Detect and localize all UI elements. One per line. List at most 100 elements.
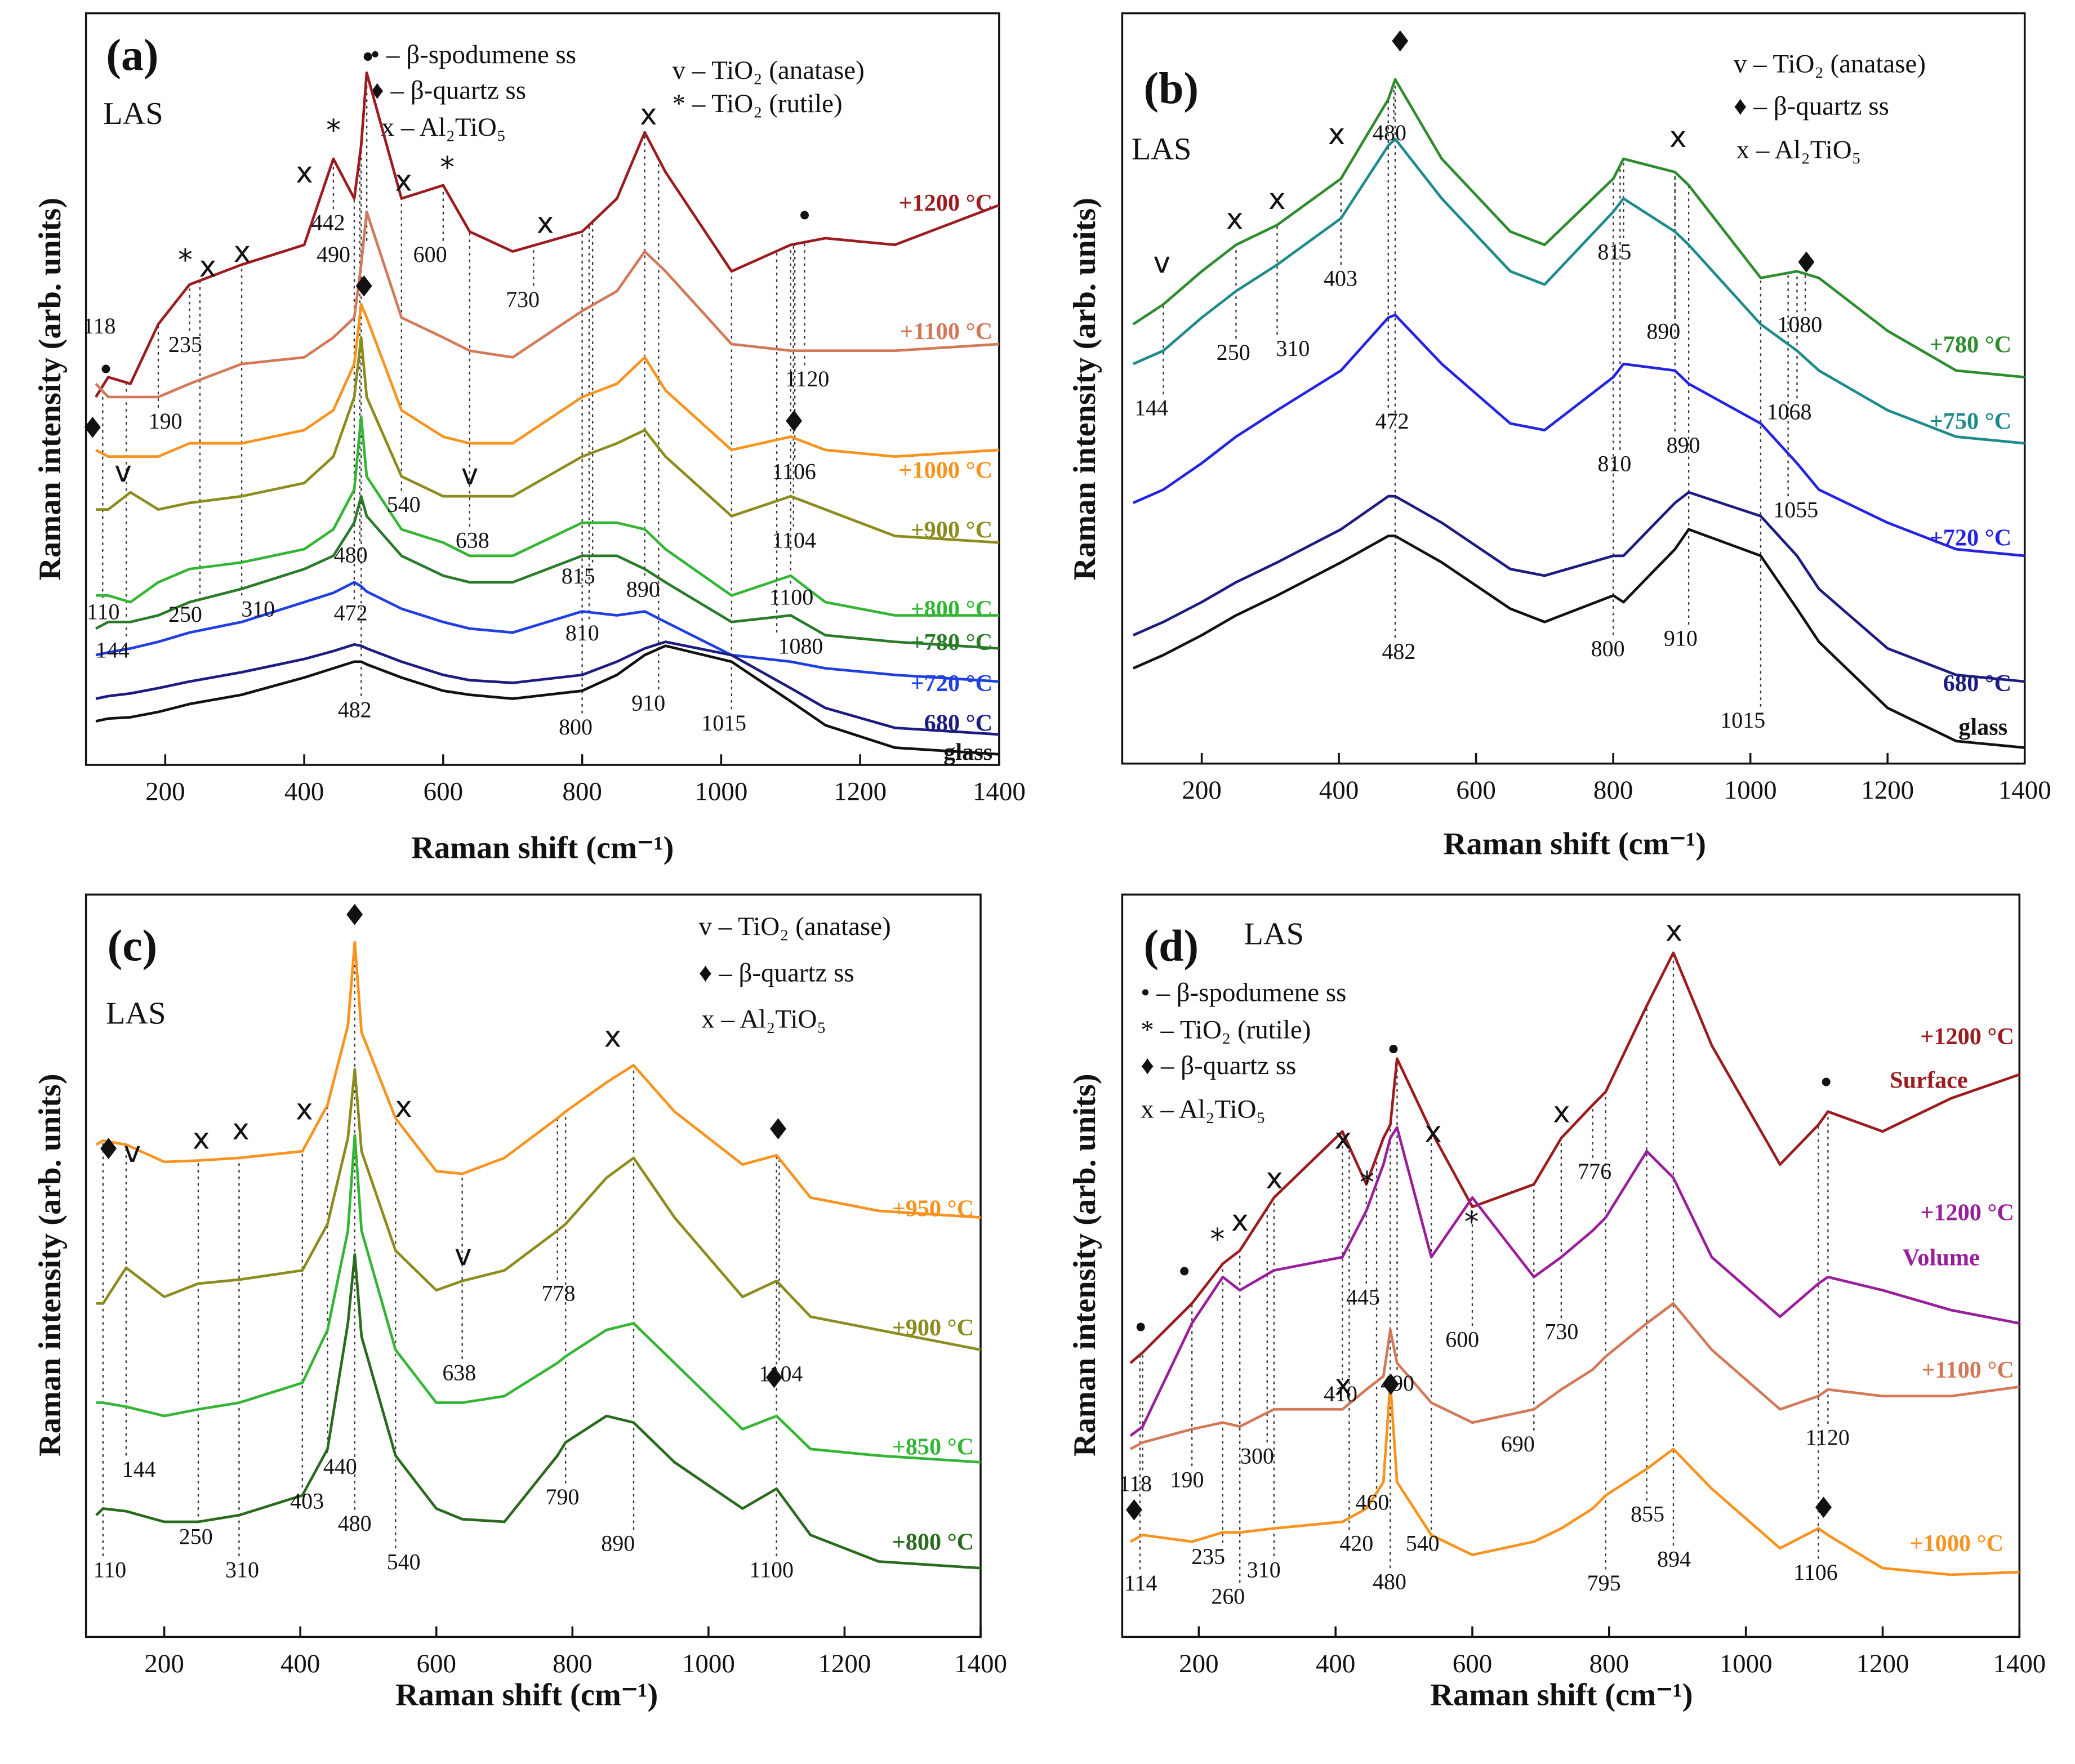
series-label: +780 °C	[911, 629, 993, 656]
peak-label: 1106	[772, 458, 816, 484]
peak-marker: x	[232, 1113, 250, 1147]
x-tick-label: 200	[1179, 1649, 1218, 1678]
series-label: 680 °C	[1943, 670, 2011, 697]
peak-label: 110	[93, 1557, 126, 1582]
peak-label: 1120	[785, 366, 829, 391]
series-sublabel: Surface	[1890, 1067, 1968, 1094]
x-tick-label: 400	[284, 777, 324, 807]
series-label: +780 °C	[1930, 331, 2012, 358]
x-tick-label: 200	[144, 1649, 184, 1678]
spectrum-line	[1129, 1302, 2020, 1450]
peak-label: 1120	[1805, 1424, 1849, 1450]
peak-marker: x	[395, 164, 412, 198]
peak-label: 540	[387, 1549, 421, 1574]
peak-label: 110	[87, 599, 119, 624]
peak-marker: •	[1132, 1311, 1149, 1345]
peak-label: 490	[1381, 1370, 1414, 1396]
x-axis-title: Raman shift (cm⁻¹)	[1444, 827, 1706, 862]
peak-label: 910	[1664, 625, 1698, 651]
peak-label: 910	[631, 691, 665, 716]
peak-marker: •	[1176, 1256, 1193, 1290]
x-tick-label: 800	[562, 777, 602, 807]
series-label: +1000 °C	[898, 457, 992, 484]
plot-frame	[1121, 12, 2026, 765]
peak-marker: ♦	[1793, 246, 1819, 280]
peak-label: 260	[1211, 1583, 1245, 1609]
peak-marker: •	[97, 353, 114, 387]
peak-marker: x	[193, 1122, 210, 1156]
peak-label: 310	[241, 596, 275, 622]
panel-label: (b)	[1143, 64, 1199, 113]
peak-marker: x	[1669, 121, 1687, 154]
panel-label: (d)	[1143, 921, 1199, 970]
peak-marker: v	[1154, 246, 1171, 280]
series-label: +1200 °C	[1920, 1200, 2014, 1226]
x-tick-label: 400	[280, 1649, 320, 1678]
peak-label: 1080	[778, 633, 823, 658]
peak-label: 300	[1240, 1443, 1274, 1468]
peak-label: 250	[168, 602, 202, 627]
peak-label: 815	[562, 563, 595, 589]
legend-entry: ♦ – β-quartz ss	[371, 75, 526, 105]
peak-label: 1100	[750, 1557, 794, 1582]
peak-label: 1055	[1773, 497, 1818, 522]
peak-marker: •	[1385, 1034, 1402, 1067]
peak-label: 778	[542, 1280, 576, 1306]
peak-marker: ♦	[79, 412, 105, 446]
peak-marker: *	[1360, 1166, 1374, 1200]
legend-entry: x – Al₂TiO₅	[1141, 1094, 1266, 1124]
peak-marker: x	[199, 250, 217, 284]
peak-marker: ♦	[95, 1133, 121, 1166]
peak-label: 1068	[1767, 399, 1812, 425]
peak-label: 890	[626, 576, 660, 602]
peak-label: 1015	[1720, 707, 1765, 733]
peak-marker: x	[1231, 1204, 1249, 1238]
peak-label: 118	[1119, 1471, 1152, 1496]
sample-label: LAS	[1132, 132, 1192, 167]
legend-entry: x – Al₂TiO₅	[1736, 135, 1862, 164]
peak-marker: x	[537, 206, 554, 240]
sample-label: LAS	[1244, 916, 1304, 951]
y-axis-title: Raman intensity (arb. units)	[1067, 1073, 1102, 1456]
peak-label: 440	[323, 1454, 357, 1479]
x-tick-label: 1200	[818, 1649, 871, 1678]
peak-marker: x	[1268, 182, 1286, 216]
x-tick-label: 1000	[694, 777, 747, 807]
peak-marker: x	[1553, 1095, 1570, 1129]
peak-label: 730	[506, 287, 540, 312]
x-tick-label: 600	[417, 1649, 456, 1678]
peak-label: 800	[559, 714, 593, 740]
legend-entry: v – TiO₂ (anatase)	[699, 912, 891, 941]
peak-marker: x	[1666, 914, 1683, 948]
peak-marker: ♦	[341, 898, 367, 932]
x-tick-label: 1200	[834, 777, 887, 807]
spectrum-line	[1132, 528, 2025, 749]
series-label: +1100 °C	[1922, 1357, 2014, 1383]
peak-label: 890	[1667, 432, 1700, 457]
peak-label: 114	[1124, 1570, 1157, 1596]
peak-marker: x	[234, 235, 251, 269]
series-label: glass	[1958, 714, 2007, 740]
x-tick-label: 1400	[954, 1649, 1007, 1678]
x-tick-label: 600	[1453, 1649, 1492, 1678]
peak-label: 855	[1631, 1502, 1664, 1527]
peak-label: 480	[334, 542, 368, 567]
peak-label: 480	[1373, 120, 1406, 145]
plot-frame	[1121, 893, 2021, 1638]
sample-label: LAS	[106, 996, 166, 1031]
peak-label: 250	[1217, 340, 1250, 365]
spectrum-line	[95, 210, 1000, 399]
peak-label: 144	[96, 638, 130, 663]
peak-marker: *	[178, 243, 193, 277]
peak-marker: ♦	[1810, 1491, 1836, 1525]
legend-entry: * – TiO₂ (rutile)	[673, 89, 843, 118]
spectrum-line	[95, 303, 1000, 458]
legend-entry: • – β-spodumene ss	[1141, 978, 1346, 1008]
peak-label: 638	[456, 528, 489, 553]
spectrum-line	[96, 336, 1000, 544]
peak-label: 310	[1276, 336, 1310, 361]
spectrum-line	[1129, 951, 2020, 1364]
x-tick-label: 400	[1316, 1649, 1355, 1678]
legend-entry: • – β-spodumene ss	[371, 40, 576, 69]
